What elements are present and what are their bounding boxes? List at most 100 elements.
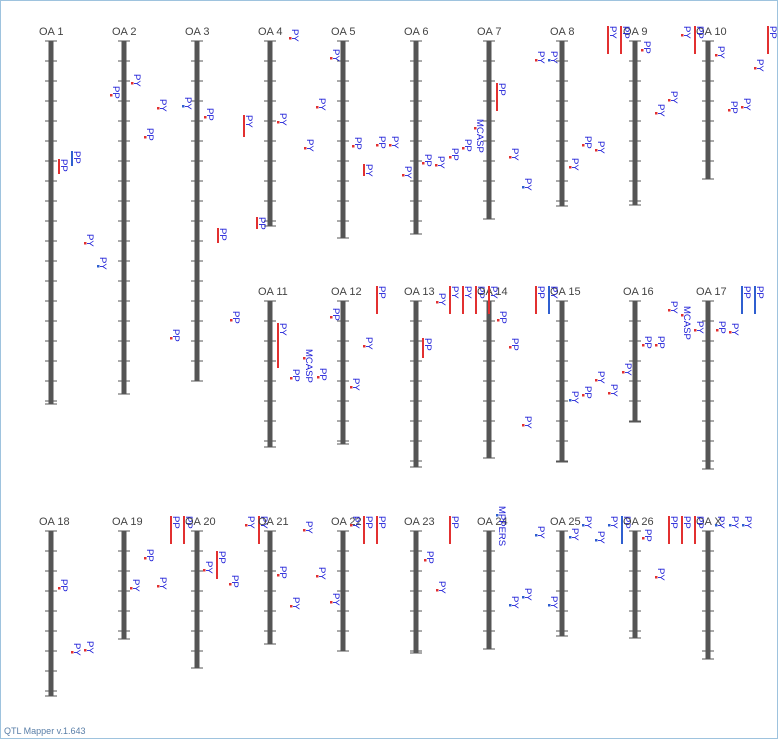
qtl-label: PY [245, 516, 256, 529]
qtl-marker [522, 186, 525, 189]
qtl-marker [110, 94, 113, 97]
chromosome [705, 301, 711, 469]
qtl-bar [216, 551, 218, 579]
qtl-bar [620, 26, 622, 54]
qtl-label: PY [729, 516, 740, 529]
qtl-marker [642, 537, 645, 540]
qtl-label: PP [509, 338, 520, 351]
chromosome [340, 301, 346, 444]
qtl-marker [170, 337, 173, 340]
qtl-label: PY [182, 97, 193, 110]
qtl-marker [641, 49, 644, 52]
qtl-label: PP [475, 286, 486, 299]
qtl-label: PP [277, 566, 288, 579]
qtl-marker [157, 107, 160, 110]
chromosome [705, 41, 711, 179]
qtl-label: PY [130, 579, 141, 592]
qtl-label: PY [595, 371, 606, 384]
qtl-bar [256, 217, 258, 229]
qtl-marker [548, 604, 551, 607]
qtl-label: PP [694, 26, 705, 39]
qtl-marker [130, 587, 133, 590]
chromosome [413, 301, 419, 467]
qtl-label: PP [655, 336, 666, 349]
qtl-label: PY [754, 59, 765, 72]
qtl-bar [363, 516, 365, 544]
qtl-bar [170, 516, 172, 544]
chromosome [121, 531, 127, 639]
chromosome-name: OA 15 [550, 286, 581, 298]
qtl-marker [668, 99, 671, 102]
qtl-bar [422, 338, 424, 358]
qtl-marker [535, 534, 538, 537]
qtl-marker [741, 106, 744, 109]
qtl-label: PY [595, 531, 606, 544]
qtl-label: PY [535, 526, 546, 539]
qtl-marker [204, 116, 207, 119]
qtl-marker [71, 651, 74, 654]
qtl-label: PP [422, 154, 433, 167]
qtl-marker [131, 82, 134, 85]
qtl-marker [144, 557, 147, 560]
chromosome [413, 41, 419, 234]
chromosome-name: OA 12 [331, 286, 362, 298]
qtl-bar [58, 159, 60, 174]
qtl-label: PP [58, 579, 69, 592]
qtl-label: PY [509, 596, 520, 609]
chromosome [413, 531, 419, 653]
qtl-bar [548, 286, 550, 314]
qtl-marker [330, 316, 333, 319]
qtl-marker [642, 344, 645, 347]
qtl-label: PY [607, 26, 618, 39]
qtl-bar [621, 516, 623, 544]
qtl-label: PY [569, 391, 580, 404]
qtl-marker [535, 59, 538, 62]
chromosome-name: OA 4 [258, 26, 282, 38]
qtl-label: PP [230, 311, 241, 324]
qtl-label: PY [729, 323, 740, 336]
qtl-bar [741, 286, 743, 314]
qtl-label: PY [330, 49, 341, 62]
qtl-marker [496, 514, 499, 517]
qtl-label: PY [436, 293, 447, 306]
chromosome [632, 531, 638, 638]
qtl-marker [436, 589, 439, 592]
qtl-marker [754, 67, 757, 70]
chromosome [48, 531, 54, 696]
chromosome [194, 41, 200, 381]
chromosome-name: OA 2 [112, 26, 136, 38]
qtl-label: PY [655, 568, 666, 581]
chromosome-name: OA 10 [696, 26, 727, 38]
qtl-bar [694, 516, 696, 544]
qtl-label: PP [642, 529, 653, 542]
chromosome [340, 41, 346, 238]
qtl-label: PY [84, 234, 95, 247]
chromosome-name: OA 7 [477, 26, 501, 38]
qtl-marker [497, 319, 500, 322]
qtl-label: PP [330, 308, 341, 321]
qtl-bar [243, 115, 245, 137]
qtl-label: PP [422, 338, 433, 351]
qtl-marker [655, 576, 658, 579]
qtl-label: PY [289, 29, 300, 42]
qtl-marker [330, 57, 333, 60]
qtl-label: PP [754, 286, 765, 299]
qtl-marker [435, 164, 438, 167]
qtl-label: PY [157, 577, 168, 590]
qtl-label: PY [522, 178, 533, 191]
qtl-marker [668, 309, 671, 312]
qtl-bar [694, 26, 696, 54]
qtl-label: PY [655, 104, 666, 117]
qtl-label: PY [402, 166, 413, 179]
qtl-label: PP [681, 516, 692, 529]
chromosome-name: OA 5 [331, 26, 355, 38]
qtl-label: PY [449, 286, 460, 299]
qtl-marker [157, 585, 160, 588]
chromosome-name: OA 25 [550, 516, 581, 528]
qtl-label: PY [277, 113, 288, 126]
qtl-marker [729, 524, 732, 527]
chromosome [705, 531, 711, 659]
qtl-marker [729, 331, 732, 334]
